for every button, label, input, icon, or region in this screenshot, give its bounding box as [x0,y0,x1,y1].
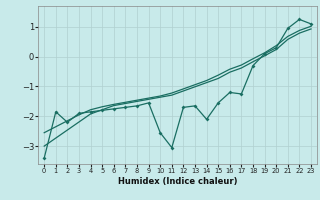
X-axis label: Humidex (Indice chaleur): Humidex (Indice chaleur) [118,177,237,186]
